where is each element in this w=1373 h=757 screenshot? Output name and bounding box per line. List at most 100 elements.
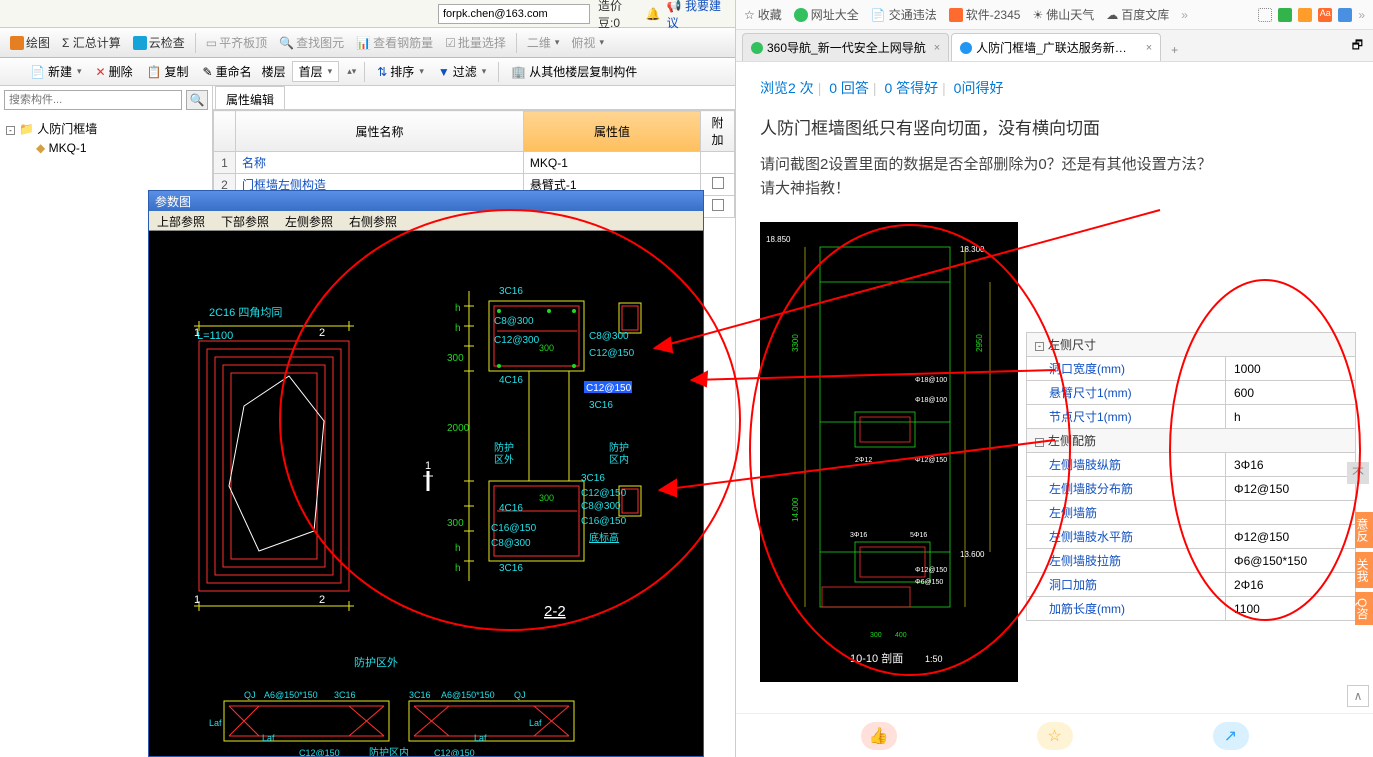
app-icon[interactable]: Aa [1318, 8, 1332, 22]
cad-window[interactable]: 参数图 上部参照 下部参照 左侧参照 右侧参照 [148, 190, 704, 757]
table-row[interactable]: 左侧墙肢分布筋Φ12@150 [1027, 477, 1356, 501]
question-title: 人防门框墙图纸只有竖向切面，没有横向切面 [760, 114, 1349, 139]
restore-tab-icon[interactable]: 🗗 [1348, 32, 1367, 61]
email-field[interactable] [438, 4, 590, 24]
svg-text:C8@300: C8@300 [581, 501, 621, 512]
add-tab-button[interactable]: + [1163, 39, 1186, 61]
svg-text:2C16 四角均同: 2C16 四角均同 [209, 306, 282, 319]
sort-button[interactable]: ⇅排序▾ [373, 61, 428, 82]
chevron-right-icon[interactable]: » [1181, 8, 1188, 22]
menu-left-ref[interactable]: 左侧参照 [277, 211, 341, 230]
browser-pane: ☆收藏 网址大全 📄交通违法 软件-2345 ☀佛山天气 ☁百度文库 » Aa … [735, 0, 1373, 757]
rename-button[interactable]: ✎重命名 [199, 61, 256, 82]
tree-root[interactable]: -📁 人防门框墙 [6, 118, 206, 139]
sum-button[interactable]: Σ 汇总计算 [58, 32, 125, 53]
like-button[interactable]: 👍 [861, 722, 897, 750]
scroll-top-button[interactable]: ∧ [1347, 685, 1369, 707]
bookmark-item[interactable]: 📄交通违法 [871, 6, 937, 23]
table-row[interactable]: 节点尺寸1(mm)h [1027, 405, 1356, 429]
search-button[interactable]: 🔍 [186, 90, 208, 110]
bookmark-item[interactable]: 软件-2345 [949, 6, 1021, 23]
tree-node[interactable]: ◆ MKQ-1 [6, 139, 206, 157]
tab-active[interactable]: 人防门框墙_广联达服务新干线 × [951, 33, 1161, 61]
component-tree[interactable]: -📁 人防门框墙 ◆ MKQ-1 [0, 114, 212, 161]
table-row[interactable]: 悬臂尺寸1(mm)600 [1027, 381, 1356, 405]
side-tab-consult[interactable]: Q咨 [1355, 592, 1373, 625]
align-slab-button[interactable]: ▭平齐板顶 [202, 32, 271, 53]
close-icon[interactable]: × [1146, 42, 1152, 54]
close-icon[interactable]: × [934, 42, 940, 54]
cad-canvas[interactable]: 2C16 四角均同 L=1100 1 2 1 2 1 h h 300 [149, 231, 703, 756]
bookmark-item[interactable]: ☁百度文库 [1106, 6, 1169, 23]
col-value: 属性值 [523, 111, 700, 152]
app-icon[interactable] [1338, 8, 1352, 22]
svg-text:3C16: 3C16 [334, 690, 356, 700]
menu-right-ref[interactable]: 右侧参照 [341, 211, 405, 230]
svg-text:L=1100: L=1100 [197, 330, 233, 342]
page-content: 浏览2 次| 0 回答| 0 答得好| 0问得好 人防门框墙图纸只有竖向切面，没… [736, 62, 1373, 757]
bookmark-item[interactable]: 网址大全 [794, 6, 859, 23]
table-row[interactable]: 左侧墙肢纵筋3Φ16 [1027, 453, 1356, 477]
find-element-button[interactable]: 🔍查找图元 [275, 32, 348, 53]
delete-button[interactable]: ✕删除 [92, 61, 137, 82]
chevron-right-icon[interactable]: » [1358, 8, 1365, 22]
batch-select-button[interactable]: ☑批量选择 [441, 32, 510, 53]
copy-button[interactable]: 📋复制 [143, 61, 193, 82]
table-row[interactable]: 左侧墙肢水平筋Φ12@150 [1027, 525, 1356, 549]
scroll-indicator[interactable]: 不 [1347, 462, 1369, 484]
view-2d-dropdown[interactable]: 二维▾ [523, 32, 564, 53]
search-input[interactable] [4, 90, 182, 110]
svg-text:2: 2 [319, 327, 325, 339]
filter-button[interactable]: ▼过滤▾ [434, 61, 490, 82]
table-row[interactable]: 左侧墙肢拉筋Φ6@150*150 [1027, 549, 1356, 573]
svg-text:3C16: 3C16 [409, 690, 431, 700]
svg-text:QJ: QJ [244, 690, 256, 700]
table-row[interactable]: 左侧墙筋 [1027, 501, 1356, 525]
tab-property-edit[interactable]: 属性编辑 [215, 86, 285, 109]
cad-thumbnail[interactable]: 18.850 18.300 3300 2950 Φ18@100 Φ18@100 … [760, 222, 1018, 682]
top-view-dropdown[interactable]: 俯视▾ [567, 32, 608, 53]
svg-text:h: h [455, 323, 461, 334]
svg-text:14.000: 14.000 [791, 497, 800, 522]
favorite-button[interactable]: ☆ [1037, 722, 1073, 750]
app-icon[interactable] [1298, 8, 1312, 22]
floor-dropdown[interactable]: 首层▾ [292, 61, 340, 82]
table-row[interactable]: 洞口加筋2Φ16 [1027, 573, 1356, 597]
app-icon[interactable] [1278, 8, 1292, 22]
copy-from-floor-button[interactable]: 🏢从其他楼层复制构件 [507, 61, 641, 82]
cloud-check-button[interactable]: 云检查 [129, 32, 189, 53]
grid-icon[interactable] [1258, 8, 1272, 22]
bell-icon[interactable]: 🔔 [646, 7, 661, 21]
svg-text:300: 300 [447, 353, 464, 364]
table-row[interactable]: 1名称MKQ-1 [214, 152, 735, 174]
menu-bottom-ref[interactable]: 下部参照 [213, 211, 277, 230]
svg-text:C12@150: C12@150 [586, 383, 632, 394]
svg-text:A6@150*150: A6@150*150 [264, 690, 318, 700]
view-rebar-button[interactable]: 📊查看钢筋量 [352, 32, 437, 53]
table-group-row[interactable]: -左侧尺寸 [1027, 333, 1356, 357]
table-row[interactable]: 加筋长度(mm)1100 [1027, 597, 1356, 621]
share-button[interactable]: ↗ [1213, 722, 1249, 750]
table-row[interactable]: 洞口宽度(mm)1000 [1027, 357, 1356, 381]
svg-text:300: 300 [870, 632, 882, 639]
bookmark-item[interactable]: ☀佛山天气 [1032, 6, 1094, 23]
menu-top-ref[interactable]: 上部参照 [149, 211, 213, 230]
new-button[interactable]: 📄新建▾ [26, 61, 86, 82]
svg-text:300: 300 [539, 343, 554, 353]
svg-text:18.300: 18.300 [960, 245, 985, 254]
credit-label: 造价豆:0 [598, 0, 640, 31]
cad-drawing: 2C16 四角均同 L=1100 1 2 1 2 1 h h 300 [149, 231, 703, 756]
table-group-row[interactable]: -左侧配筋 [1027, 429, 1356, 453]
side-tab-follow[interactable]: 关我 [1355, 552, 1373, 588]
cad-titlebar[interactable]: 参数图 [149, 191, 703, 211]
svg-text:C12@150: C12@150 [589, 348, 635, 359]
side-tab-feedback[interactable]: 意反 [1355, 512, 1373, 548]
bookmark-item[interactable]: ☆收藏 [744, 6, 782, 23]
action-bar: 👍 ☆ ↗ [736, 713, 1373, 757]
feedback-link[interactable]: 📢 我要建议 [667, 0, 727, 31]
sub-toolbar: 📄新建▾ ✕删除 📋复制 ✎重命名 楼层 首层▾ ▴▾ ⇅排序▾ ▼过滤▾ 🏢从… [0, 58, 735, 86]
draw-button[interactable]: 绘图 [6, 32, 54, 53]
floor-nav[interactable]: ▴▾ [347, 66, 356, 77]
svg-text:Laf: Laf [474, 733, 487, 743]
tab-360nav[interactable]: 360导航_新一代安全上网导航 × [742, 33, 949, 61]
